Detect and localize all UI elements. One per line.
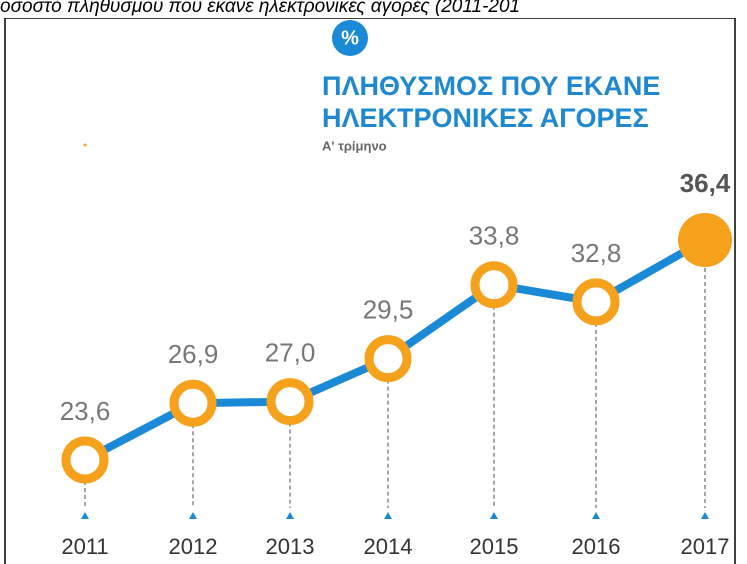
tick-triangle [490, 512, 498, 519]
x-tick-label: 2012 [169, 534, 218, 559]
subtitle: Α' τρίμηνο [322, 138, 387, 153]
tick-triangle [701, 512, 709, 519]
x-tick-label: 2016 [572, 534, 621, 559]
tick-triangle [286, 512, 294, 519]
badge-circle [332, 20, 368, 56]
data-label: 29,5 [363, 294, 414, 324]
tick-triangle [592, 512, 600, 519]
chart-title: ΠΛΗΘΥΣΜΟΣ ΠΟΥ ΕΚΑΝΕ [322, 71, 660, 101]
x-tick-label: 2017 [681, 534, 730, 559]
x-tick-label: 2015 [470, 534, 519, 559]
badge: % [341, 27, 359, 49]
marker [470, 261, 518, 309]
data-label: 33,8 [469, 221, 520, 251]
data-label: 23,6 [60, 396, 111, 426]
marker [266, 378, 314, 426]
marker [364, 335, 412, 383]
marker [61, 436, 109, 484]
chart-title: ΗΛΕΚΤΡΟΝΙΚΕΣ ΑΓΟΡΕΣ [322, 103, 649, 133]
data-label: 26,9 [168, 339, 219, 369]
marker [572, 278, 620, 326]
data-label: 32,8 [571, 238, 622, 268]
marker [678, 213, 732, 267]
marker [169, 379, 217, 427]
data-label: 27,0 [265, 337, 316, 367]
caption: οσοστό πληθυσμού που έκανε ηλεκτρονικές … [0, 0, 520, 17]
tick-triangle [384, 512, 392, 519]
data-label: 36,4 [680, 168, 731, 198]
x-tick-label: 2013 [266, 534, 315, 559]
dot [83, 143, 87, 147]
caption-bg [0, 0, 747, 18]
tick-triangle [81, 512, 89, 519]
tick-triangle [189, 512, 197, 519]
x-tick-label: 2011 [61, 534, 108, 559]
x-tick-label: 2014 [364, 534, 413, 559]
